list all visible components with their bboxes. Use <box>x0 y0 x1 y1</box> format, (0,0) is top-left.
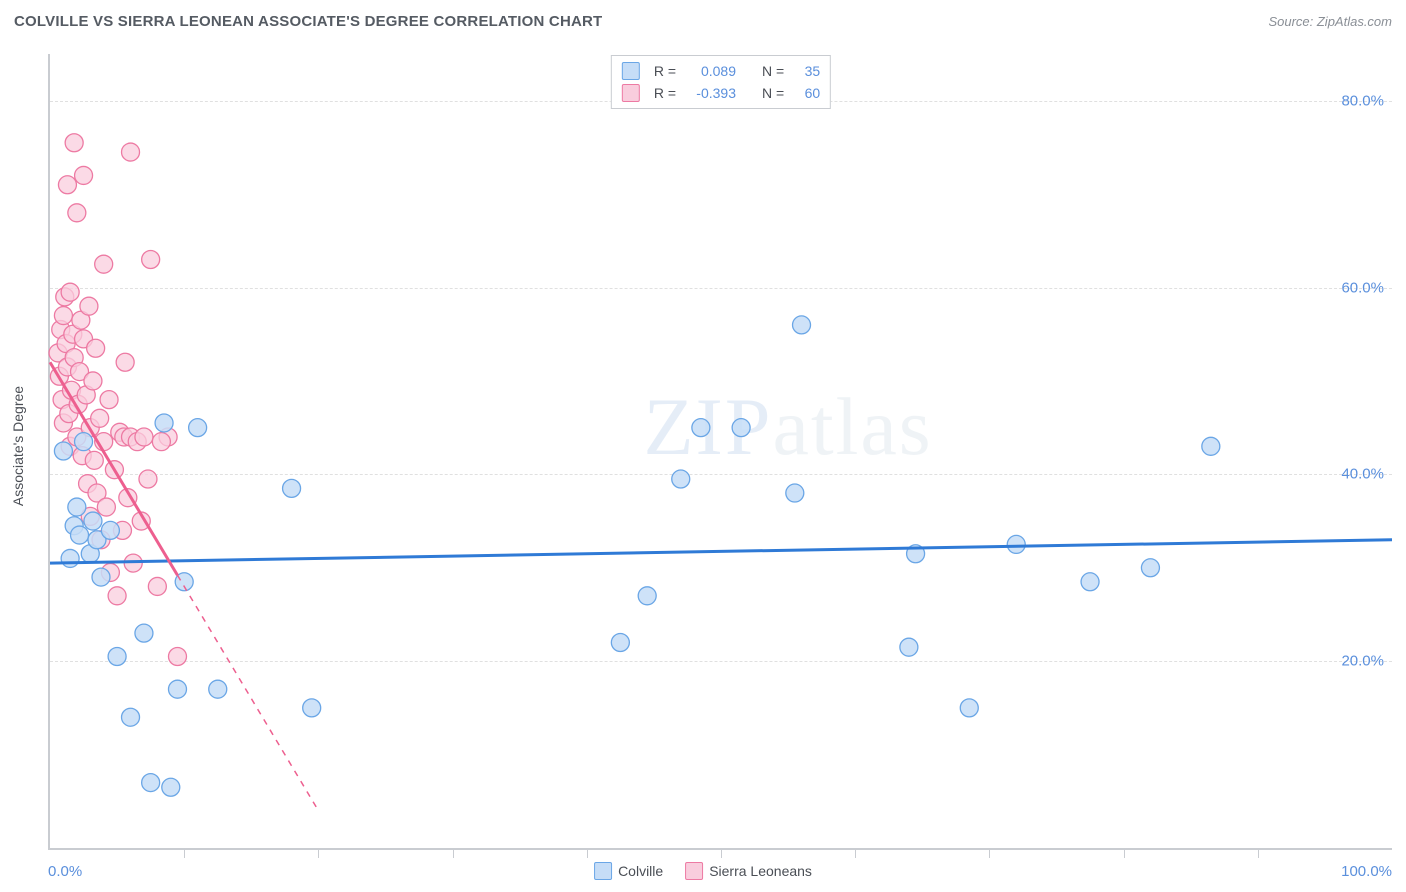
n-label: N = <box>762 82 784 104</box>
data-point <box>152 433 170 451</box>
x-tick <box>1124 848 1125 858</box>
legend-swatch <box>685 862 703 880</box>
legend-swatch <box>622 84 640 102</box>
series-legend: Colville Sierra Leoneans <box>594 862 812 880</box>
source-label: Source: ZipAtlas.com <box>1268 14 1392 29</box>
legend-swatch <box>622 62 640 80</box>
data-point <box>692 419 710 437</box>
data-point <box>108 587 126 605</box>
x-tick <box>721 848 722 858</box>
scatter-svg <box>50 54 1392 848</box>
x-tick <box>318 848 319 858</box>
x-max-label: 100.0% <box>1341 863 1392 880</box>
chart-header: COLVILLE VS SIERRA LEONEAN ASSOCIATE'S D… <box>0 0 1406 42</box>
n-value: 35 <box>792 60 820 82</box>
data-point <box>84 372 102 390</box>
data-point <box>116 353 134 371</box>
r-label: R = <box>654 82 676 104</box>
data-point <box>101 521 119 539</box>
y-axis-label: Associate's Degree <box>10 386 26 506</box>
data-point <box>1007 535 1025 553</box>
correlation-legend: R = 0.089 N = 35 R = -0.393 N = 60 <box>611 55 831 109</box>
trend-line <box>177 575 318 810</box>
data-point <box>61 283 79 301</box>
data-point <box>68 204 86 222</box>
data-point <box>108 648 126 666</box>
data-point <box>303 699 321 717</box>
data-point <box>142 774 160 792</box>
legend-row: R = 0.089 N = 35 <box>622 60 820 82</box>
data-point <box>1202 437 1220 455</box>
x-tick <box>855 848 856 858</box>
data-point <box>1081 573 1099 591</box>
data-point <box>162 778 180 796</box>
data-point <box>900 638 918 656</box>
data-point <box>122 143 140 161</box>
data-point <box>61 549 79 567</box>
data-point <box>611 633 629 651</box>
data-point <box>168 680 186 698</box>
data-point <box>189 419 207 437</box>
data-point <box>80 297 98 315</box>
data-point <box>91 409 109 427</box>
data-point <box>732 419 750 437</box>
x-tick <box>184 848 185 858</box>
data-point <box>142 251 160 269</box>
data-point <box>97 498 115 516</box>
r-value: -0.393 <box>684 82 736 104</box>
data-point <box>100 391 118 409</box>
data-point <box>71 526 89 544</box>
x-tick <box>989 848 990 858</box>
legend-label: Colville <box>618 863 663 879</box>
r-value: 0.089 <box>684 60 736 82</box>
data-point <box>68 498 86 516</box>
x-min-label: 0.0% <box>48 863 82 880</box>
x-tick <box>453 848 454 858</box>
legend-item: Colville <box>594 862 663 880</box>
chart-title: COLVILLE VS SIERRA LEONEAN ASSOCIATE'S D… <box>14 13 602 30</box>
data-point <box>168 648 186 666</box>
data-point <box>58 176 76 194</box>
n-label: N = <box>762 60 784 82</box>
data-point <box>960 699 978 717</box>
legend-swatch <box>594 862 612 880</box>
legend-label: Sierra Leoneans <box>709 863 812 879</box>
data-point <box>87 339 105 357</box>
data-point <box>95 255 113 273</box>
data-point <box>85 451 103 469</box>
data-point <box>1141 559 1159 577</box>
data-point <box>54 307 72 325</box>
data-point <box>283 479 301 497</box>
legend-item: Sierra Leoneans <box>685 862 812 880</box>
x-tick <box>1258 848 1259 858</box>
data-point <box>54 442 72 460</box>
trend-line <box>50 540 1392 563</box>
data-point <box>148 577 166 595</box>
legend-row: R = -0.393 N = 60 <box>622 82 820 104</box>
data-point <box>75 166 93 184</box>
data-point <box>209 680 227 698</box>
chart-area: ZIPatlas R =0.089N =35R =-0.393N =60 20.… <box>48 54 1392 850</box>
data-point <box>75 433 93 451</box>
data-point <box>139 470 157 488</box>
data-point <box>638 587 656 605</box>
data-point <box>155 414 173 432</box>
data-point <box>135 624 153 642</box>
data-point <box>92 568 110 586</box>
data-point <box>793 316 811 334</box>
n-value: 60 <box>792 82 820 104</box>
r-label: R = <box>654 60 676 82</box>
data-point <box>65 134 83 152</box>
data-point <box>786 484 804 502</box>
data-point <box>672 470 690 488</box>
plot-region: ZIPatlas R =0.089N =35R =-0.393N =60 20.… <box>48 54 1392 850</box>
data-point <box>135 428 153 446</box>
data-point <box>122 708 140 726</box>
x-tick <box>587 848 588 858</box>
data-point <box>84 512 102 530</box>
